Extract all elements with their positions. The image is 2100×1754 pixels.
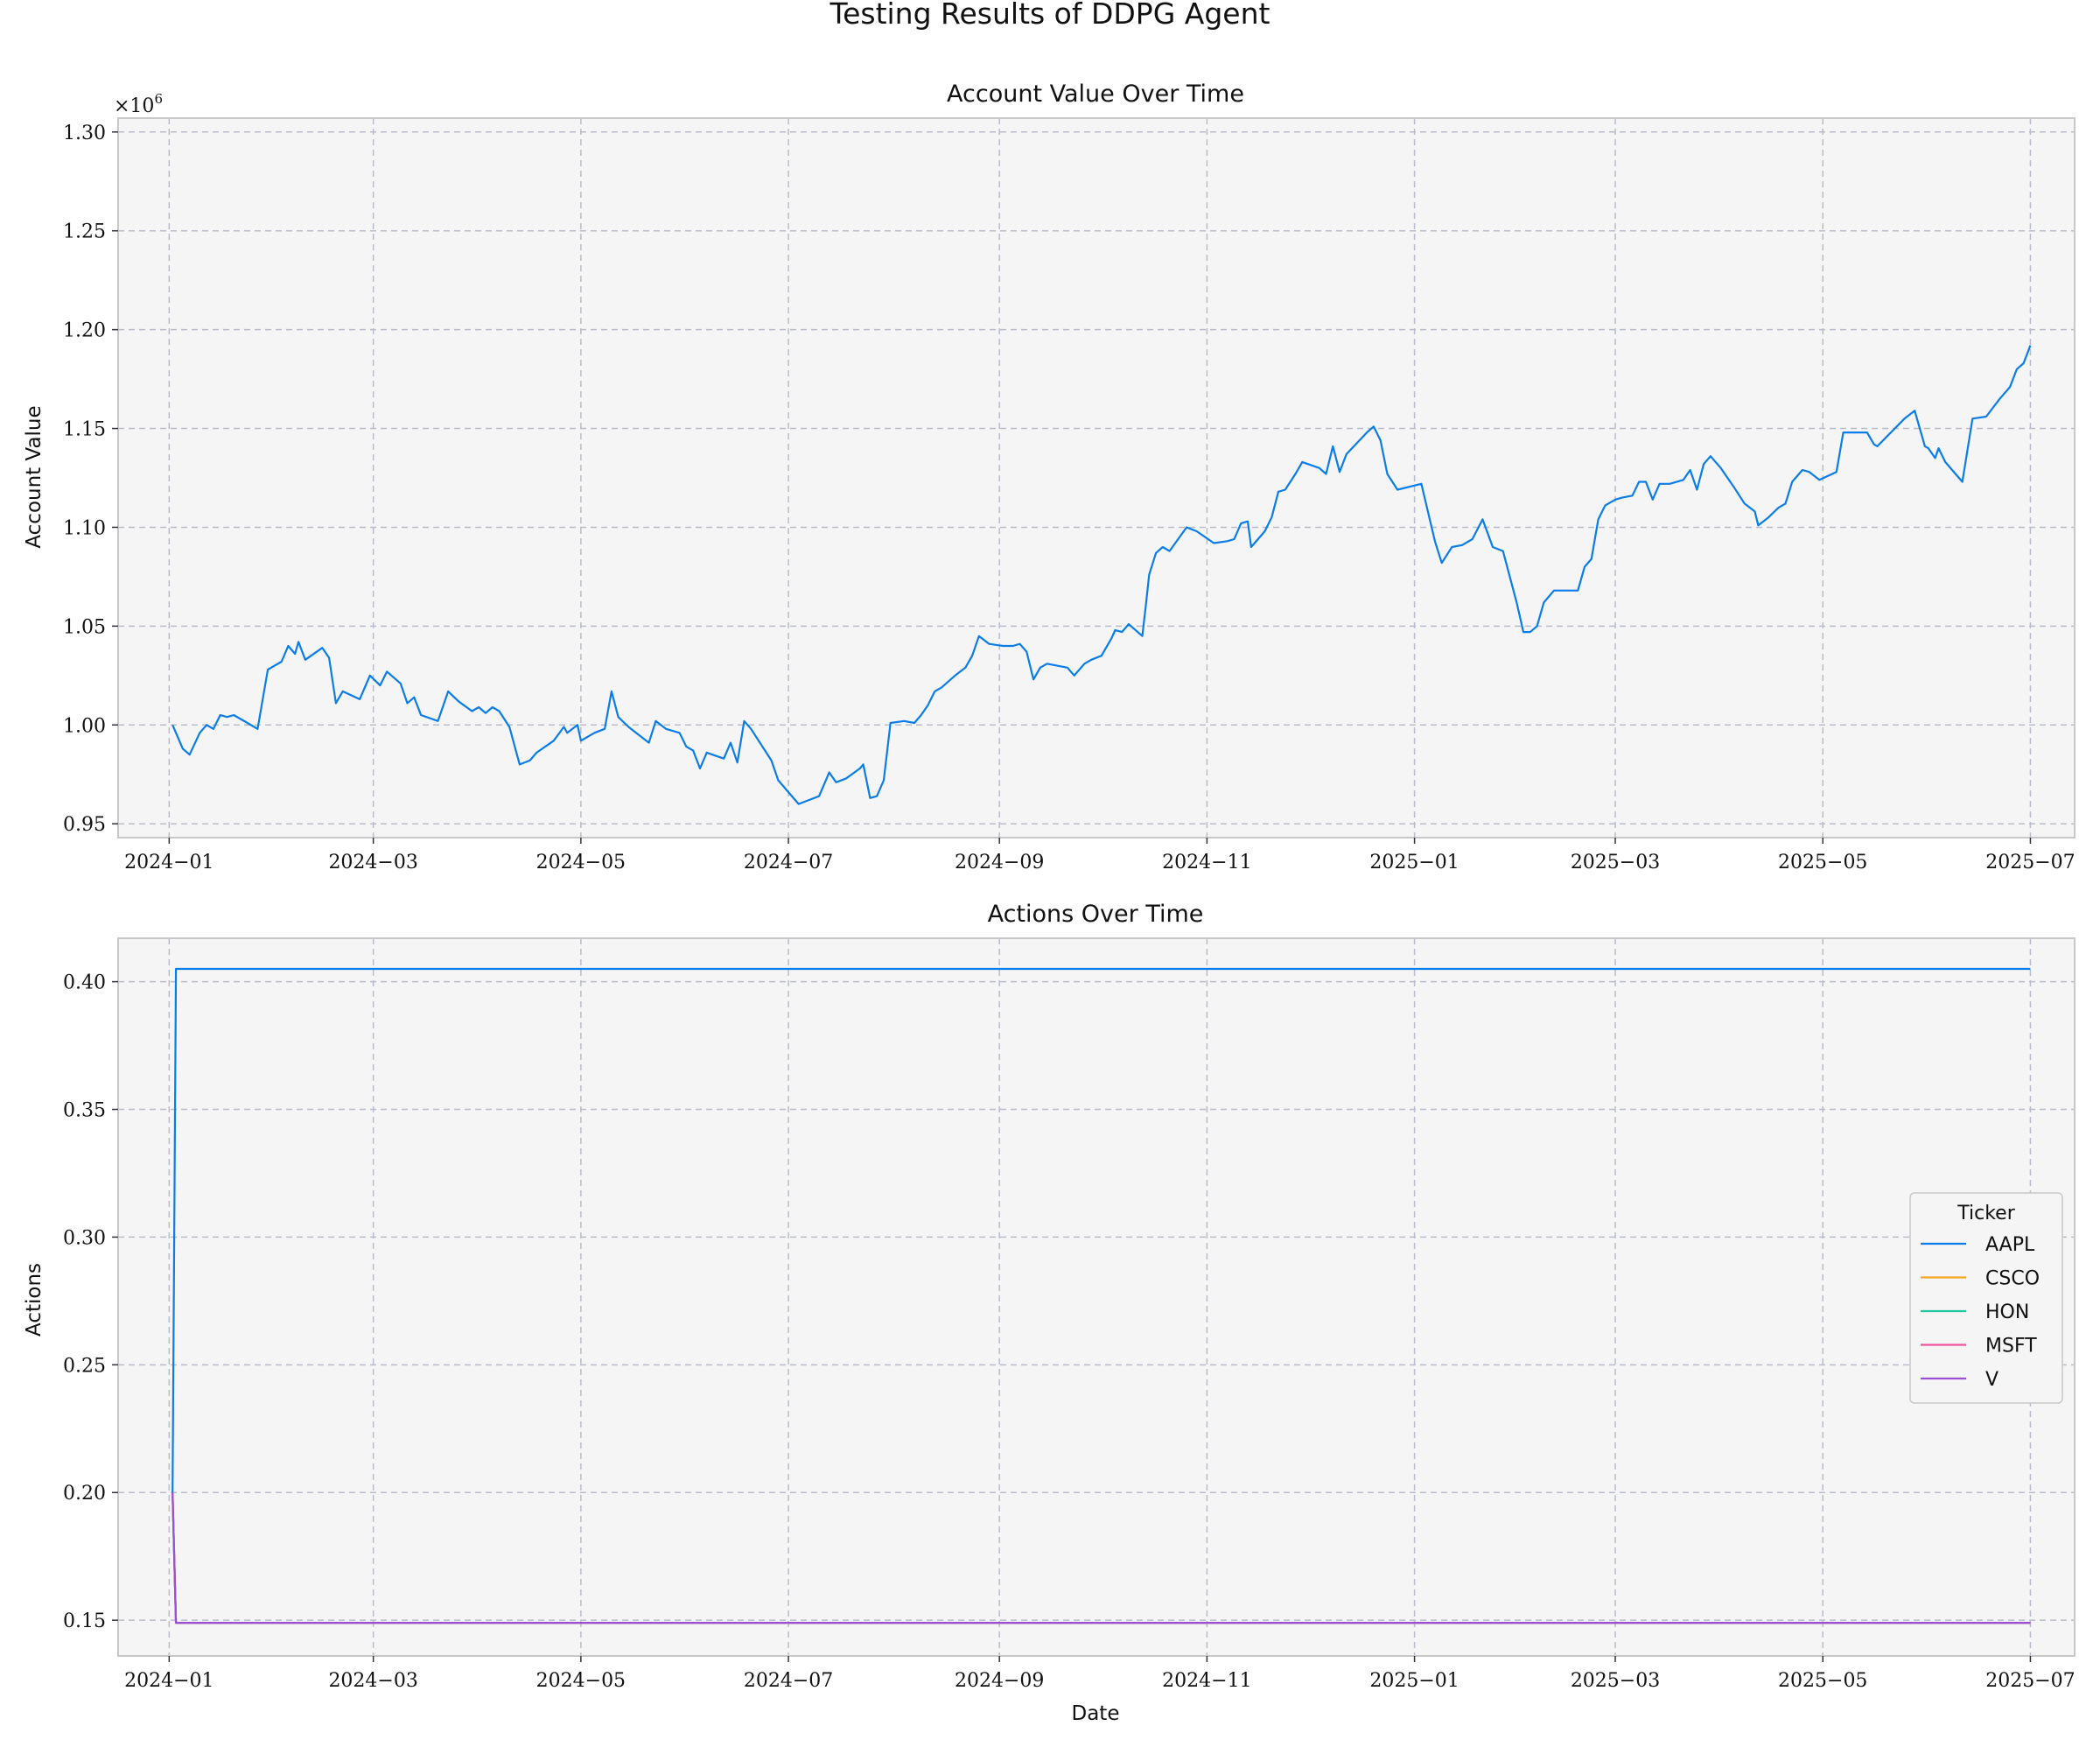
series-line-account-value [172, 345, 2032, 805]
x-tick-label: 2025−05 [1778, 1670, 1867, 1692]
y-tick-label: 0.40 [63, 972, 106, 994]
y-tick-label: 1.00 [63, 715, 106, 737]
x-tick-label: 2024−09 [955, 1670, 1044, 1692]
x-tick-label: 2025−03 [1571, 1670, 1660, 1692]
axes-frame [117, 937, 2076, 1657]
legend: Ticker AAPL CSCO HON MSFT V [1909, 1192, 2063, 1404]
actions-ylabel: Actions [23, 1263, 46, 1337]
y-multiplier-base: ×10 [114, 95, 154, 117]
x-tick-label: 2024−07 [744, 852, 833, 873]
x-tick-label: 2024−07 [744, 1670, 833, 1692]
legend-label-csco: CSCO [1985, 1268, 2040, 1290]
legend-box [1909, 1192, 2063, 1404]
account-value-chart-title: Account Value Over Time [947, 81, 1244, 108]
legend-label-msft: MSFT [1985, 1336, 2037, 1358]
actions-xlabel: Date [1072, 1702, 1120, 1725]
legend-label-aapl: AAPL [1985, 1234, 2035, 1256]
x-tick-label: 2025−03 [1571, 852, 1660, 873]
y-tick-label: 0.25 [63, 1355, 106, 1377]
y-tick-label: 1.05 [63, 616, 106, 638]
x-tick-label: 2024−01 [124, 852, 214, 873]
x-tick-label: 2024−01 [124, 1670, 214, 1692]
x-tick-label: 2025−07 [1985, 852, 2075, 873]
y-tick-label: 1.25 [63, 221, 106, 243]
y-tick-label: 0.95 [63, 814, 106, 836]
actions-chart: Actions Over Time Actions Date 2024−01 20… [23, 901, 2076, 1725]
series-line-v [172, 1492, 2031, 1624]
x-tick-label: 2024−05 [536, 1670, 626, 1692]
figure-title: Testing Results of DDPG Agent [830, 0, 1270, 31]
y-tick-label: 0.30 [63, 1227, 106, 1249]
y-tick-label: 0.20 [63, 1483, 106, 1505]
x-tick-label: 2024−05 [536, 852, 626, 873]
y-multiplier-label: ×106 [114, 91, 163, 117]
plot-area [118, 938, 2075, 1656]
y-tick-label: 0.15 [63, 1610, 106, 1632]
x-tick-label: 2024−11 [1162, 1670, 1251, 1692]
x-tick-label: 2024−03 [328, 1670, 417, 1692]
x-tick-label: 2025−01 [1369, 1670, 1459, 1692]
legend-label-v: V [1985, 1369, 1998, 1391]
y-tick-label: 0.35 [63, 1100, 106, 1122]
legend-label-hon: HON [1985, 1301, 2029, 1323]
x-tick-label: 2024−03 [328, 852, 417, 873]
y-multiplier-exponent: 6 [154, 91, 163, 107]
x-tick-label: 2024−11 [1162, 852, 1251, 873]
y-tick-label: 1.30 [63, 123, 106, 144]
x-tick-label: 2024−09 [955, 852, 1044, 873]
x-tick-label: 2025−05 [1778, 852, 1867, 873]
x-tick-label: 2025−07 [1985, 1670, 2075, 1692]
account-value-chart: Account Value Over Time Account Value ×1… [23, 81, 2076, 873]
x-tick-label: 2025−01 [1369, 852, 1459, 873]
series-line-aapl [172, 967, 2031, 1493]
y-tick-label: 1.20 [63, 320, 106, 342]
actions-chart-title: Actions Over Time [988, 901, 1204, 928]
account-value-ylabel: Account Value [23, 405, 46, 548]
axes-frame [117, 117, 2076, 838]
y-tick-label: 1.15 [63, 419, 106, 441]
y-tick-label: 1.10 [63, 517, 106, 539]
plot-area [118, 118, 2075, 838]
legend-title: Ticker [1956, 1203, 2015, 1224]
